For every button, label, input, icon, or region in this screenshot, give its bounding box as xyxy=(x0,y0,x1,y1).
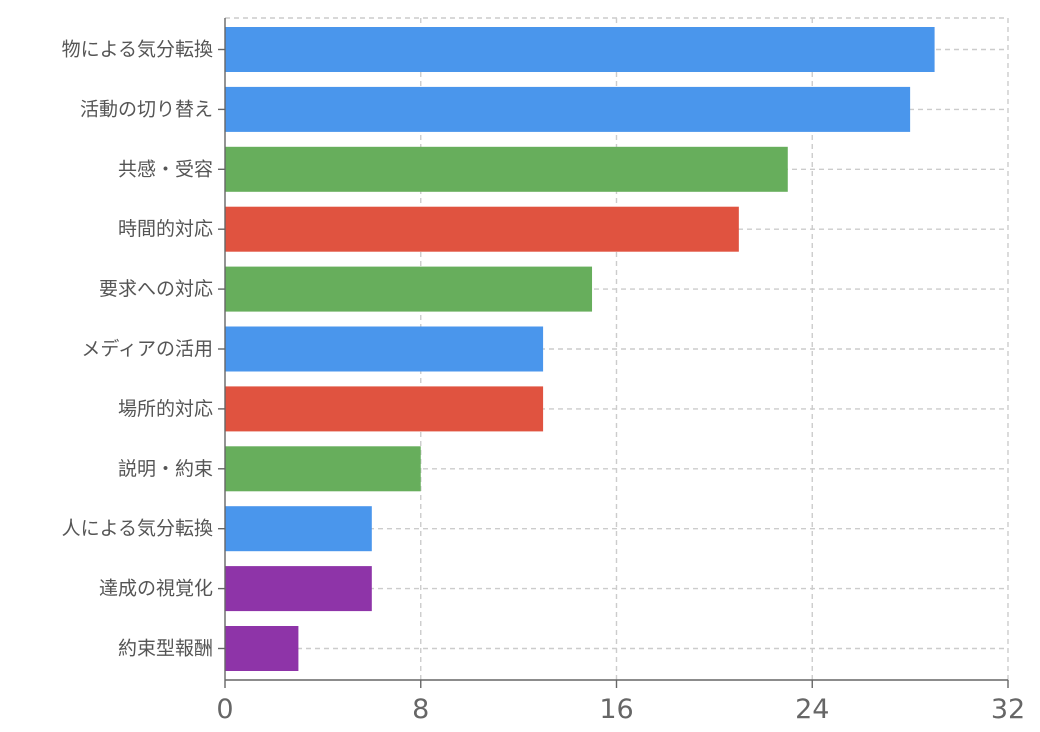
bar xyxy=(225,386,544,432)
bar-layer xyxy=(225,27,935,671)
category-label: 約束型報酬 xyxy=(118,638,213,660)
bar xyxy=(225,626,299,671)
category-label: 人による気分転換 xyxy=(62,518,213,540)
category-label: 達成の視覚化 xyxy=(99,578,213,600)
category-label: 場所的対応 xyxy=(118,398,213,420)
x-tick-label: 24 xyxy=(795,694,829,725)
label-layer: 物による気分転換活動の切り替え共感・受容時間的対応要求への対応メディアの活用場所… xyxy=(62,39,1026,726)
x-tick-label: 32 xyxy=(991,694,1025,725)
category-label: メディアの活用 xyxy=(81,338,213,360)
bar xyxy=(225,27,935,72)
x-tick-label: 0 xyxy=(216,694,233,725)
x-tick-label: 16 xyxy=(599,694,633,725)
category-label: 要求への対応 xyxy=(99,278,213,300)
category-label: 時間的対応 xyxy=(118,218,213,240)
bar xyxy=(225,86,911,132)
category-label: 活動の切り替え xyxy=(80,98,213,120)
bar xyxy=(225,326,544,372)
x-tick-label: 8 xyxy=(412,694,429,725)
category-label: 説明・約束 xyxy=(118,458,213,480)
bar xyxy=(225,206,739,252)
category-label: 共感・受容 xyxy=(118,158,213,180)
bar xyxy=(225,446,421,492)
axis-layer xyxy=(218,18,1009,688)
bar xyxy=(225,146,788,192)
bar xyxy=(225,506,372,552)
bar xyxy=(225,566,372,612)
bar xyxy=(225,266,593,312)
category-label: 物による気分転換 xyxy=(62,39,213,61)
